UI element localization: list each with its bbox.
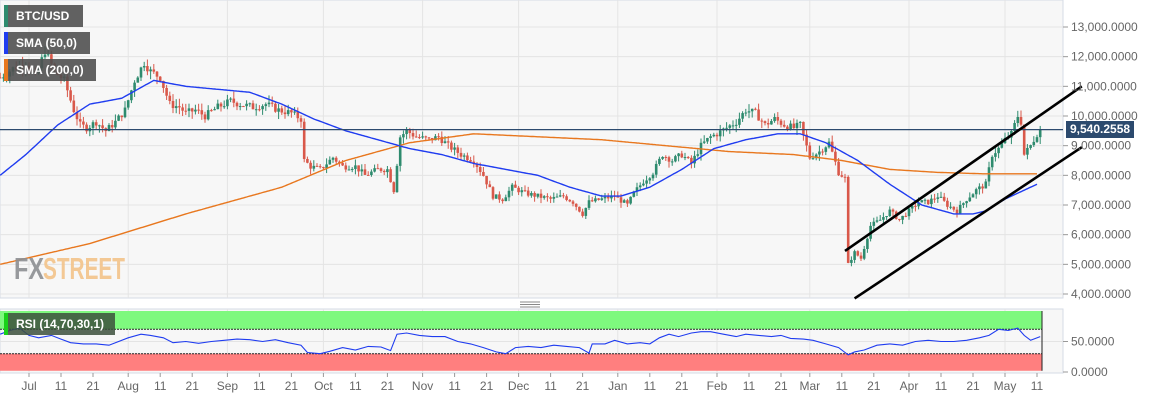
price-tick-label: 7,000.0000 <box>1071 198 1131 212</box>
time-tick-label: 21 <box>480 379 494 393</box>
price-tick-label: 4,000.0000 <box>1071 287 1131 301</box>
time-tick-label: 11 <box>544 379 557 393</box>
time-tick-label: Dec <box>508 379 529 393</box>
time-axis: Jul 11 21 Aug 11 21 Sep 11 21 Oct 11 21 Nov 11 21 Dec 11… <box>21 373 1044 393</box>
price-tick-label: 5,000.0000 <box>1071 257 1131 271</box>
time-tick-label: Oct <box>314 379 333 393</box>
time-tick-label: 11 <box>349 379 362 393</box>
price-tick-label: 9,000.0000 <box>1071 139 1131 153</box>
price-tick-label: 12,000.0000 <box>1071 50 1138 64</box>
time-tick-label: 21 <box>285 379 299 393</box>
time-tick-label: 11 <box>55 379 68 393</box>
time-tick-label: Aug <box>118 379 139 393</box>
time-tick-label: 11 <box>154 379 167 393</box>
time-tick-label: 11 <box>253 379 266 393</box>
price-tick-label: 10,000.0000 <box>1071 109 1138 123</box>
rsi-overbought-zone <box>0 311 1042 330</box>
panel-resize-handle[interactable] <box>520 301 540 308</box>
price-tick-label: 11,000.0000 <box>1071 79 1137 93</box>
legend-sma-200[interactable]: SMA (200,0) <box>4 59 96 81</box>
time-tick-label: 21 <box>576 379 590 393</box>
rsi-tick-label: 50.0000 <box>1071 335 1115 349</box>
watermark-street: STREET <box>43 251 125 286</box>
current-price-badge: 9,540.2558 <box>1066 121 1135 138</box>
rsi-line <box>0 327 1041 356</box>
time-tick-label: Jan <box>608 379 627 393</box>
time-tick-label: 11 <box>935 379 948 393</box>
channel-lower-trendline[interactable] <box>853 146 1083 300</box>
legend-rsi-label: RSI (14,70,30,1) <box>16 317 105 331</box>
time-tick-label: Sep <box>217 379 239 393</box>
time-tick-label: Jul <box>21 379 36 393</box>
time-tick-label: May <box>994 379 1017 393</box>
rsi-axis: 50.0000 0.0000 <box>1063 335 1115 379</box>
channel-upper-trendline[interactable] <box>844 85 1083 253</box>
legend-sma-200-label: SMA (200,0) <box>16 63 84 77</box>
fxstreet-watermark: FX STREET <box>14 251 125 286</box>
legend-sma-50-label: SMA (50,0) <box>16 36 77 50</box>
time-tick-label: 11 <box>743 379 756 393</box>
legend-sma-50[interactable]: SMA (50,0) <box>4 32 90 54</box>
rsi-color-swatch <box>4 313 8 335</box>
time-tick-label: 11 <box>836 379 849 393</box>
sma-50-line <box>0 79 1038 215</box>
time-tick-label: 11 <box>1031 379 1044 393</box>
time-tick-label: 11 <box>448 379 461 393</box>
time-tick-label: 21 <box>675 379 689 393</box>
legend-symbol-label: BTC/USD <box>16 9 70 23</box>
time-tick-label: 21 <box>186 379 200 393</box>
symbol-color-swatch <box>4 5 8 27</box>
price-tick-label: 13,000.0000 <box>1071 20 1138 34</box>
time-tick-label: 21 <box>966 379 980 393</box>
time-tick-label: 11 <box>644 379 657 393</box>
sma-200-color-swatch <box>4 59 8 81</box>
legend-rsi[interactable]: RSI (14,70,30,1) <box>4 313 115 335</box>
time-tick-label: Mar <box>799 379 820 393</box>
time-tick-label: 21 <box>867 379 881 393</box>
time-tick-label: Feb <box>707 379 728 393</box>
rsi-oversold-zone <box>0 353 1042 371</box>
price-axis: 13,000.0000 12,000.0000 11,000.0000 10,000.… <box>1063 20 1138 301</box>
time-tick-label: 21 <box>381 379 395 393</box>
rsi-tick-label: 0.0000 <box>1071 365 1108 379</box>
watermark-fx: FX <box>14 251 44 286</box>
time-tick-label: Nov <box>412 379 433 393</box>
time-tick-label: Apr <box>900 379 919 393</box>
price-tick-label: 6,000.0000 <box>1071 228 1131 242</box>
price-tick-label: 8,000.0000 <box>1071 168 1131 182</box>
time-tick-label: 21 <box>86 379 100 393</box>
main-plot-background <box>0 0 1064 299</box>
time-tick-label: 21 <box>774 379 788 393</box>
legend-symbol[interactable]: BTC/USD <box>4 5 83 27</box>
main-grid <box>0 0 1063 298</box>
sma-50-color-swatch <box>4 32 8 54</box>
